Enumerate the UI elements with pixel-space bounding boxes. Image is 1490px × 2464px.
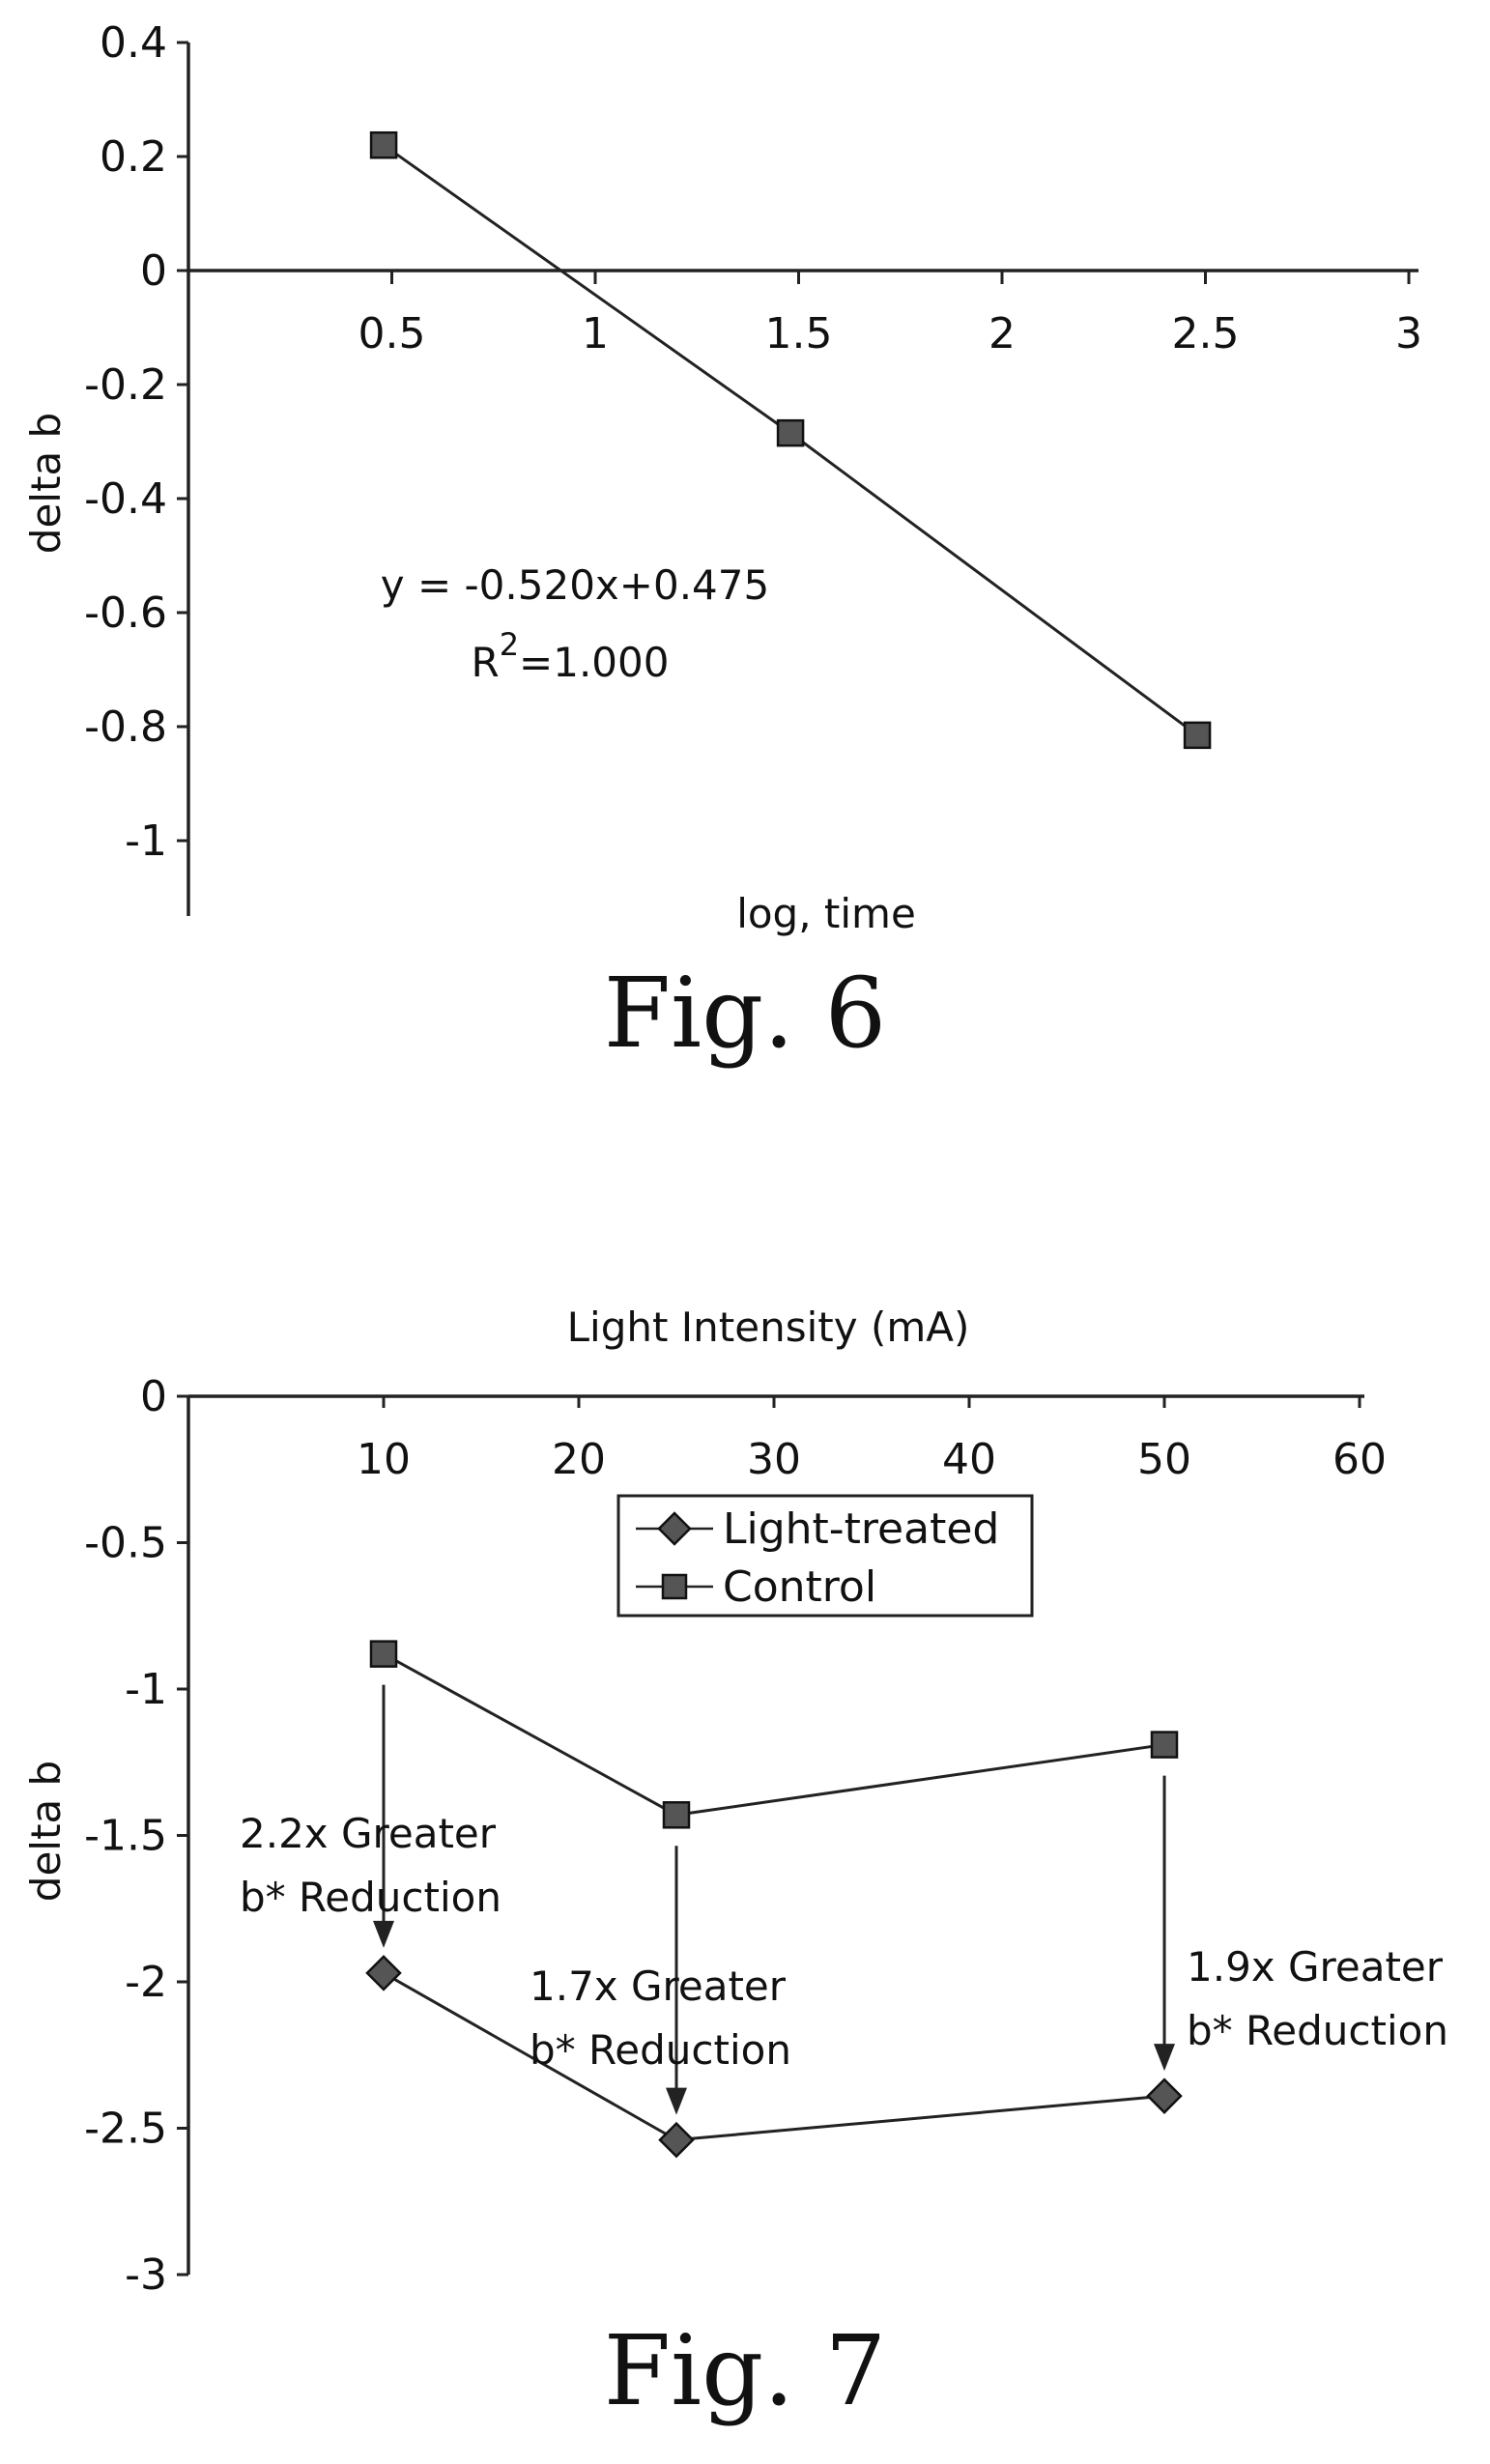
fig7-y-tick-label: -2.5 <box>84 2105 167 2154</box>
legend-marker-square <box>661 1573 688 1600</box>
fig6-y-tick-label: -0.4 <box>84 474 167 524</box>
fig7-x-tick-label: 30 <box>747 1435 801 1484</box>
fig6-x-tick-label: 0.5 <box>358 309 426 358</box>
fig7-y-axis-label: delta b <box>22 1761 70 1902</box>
fig6-y-tick-label: -1 <box>125 817 167 866</box>
down-arrow-head <box>1154 2044 1175 2072</box>
fig6-y-tick-label: -0.2 <box>84 360 167 410</box>
annotation-line1: 2.2x Greater <box>240 1810 497 1857</box>
fig7-axes: 0 -0.5 -1 -1.5 -2 -2.5 -3 10 20 30 40 50 60 <box>84 1372 1387 2300</box>
fig7-legend-box <box>616 1494 1034 1618</box>
fig7-x-tick-label: 50 <box>1137 1435 1191 1484</box>
legend-item-light-treated: Light-treated <box>636 1504 999 1554</box>
fig6-x-axis-label: log, time <box>736 890 916 937</box>
fig6-y-tick-label: -0.8 <box>84 702 167 752</box>
control-data-point <box>662 1801 691 1829</box>
fig6-x-tick-label: 1.5 <box>765 309 833 358</box>
light-treated-data-point <box>365 1955 402 1991</box>
fig7-y-tick-label: 0 <box>140 1372 167 1421</box>
fig6-x-tick-label: 1 <box>582 309 609 358</box>
fig6-y-tick-label: 0.2 <box>100 132 167 182</box>
fig7-caption: Fig. 7 <box>603 2314 887 2427</box>
fig6-x-tick-label: 2.5 <box>1172 309 1240 358</box>
annotation-line2: b* Reduction <box>240 1874 501 1921</box>
fig7-x-tick-label: 60 <box>1332 1435 1387 1484</box>
legend-marker-diamond <box>657 1511 692 1546</box>
control-data-point <box>369 1640 398 1668</box>
fig6-data-point <box>369 130 398 159</box>
fig7-y-tick-label: -3 <box>125 2250 167 2300</box>
fig6-y-tick-label: 0.4 <box>100 18 167 68</box>
fig6-caption: Fig. 6 <box>603 957 887 1070</box>
fig7-x-tick-label: 20 <box>552 1435 606 1484</box>
light-treated-data-point <box>658 2121 695 2159</box>
fig7-chart: Light Intensity (mA) 0 -0.5 -1 -1.5 -2 -2.5 -3… <box>22 1304 1448 2300</box>
fig7-y-tick-label: -1 <box>125 1665 167 1714</box>
fig6-data-point <box>776 418 805 447</box>
fig7-y-tick-label: -1.5 <box>84 1812 167 1861</box>
fig6-axes: 0.4 0.2 0 -0.2 -0.4 -0.6 -0.8 -1 0.5 1 1.5 2 2.5 3 <box>84 18 1422 916</box>
annotation-line1: 1.7x Greater <box>530 1963 787 2010</box>
fig6-data-point <box>1183 721 1212 750</box>
fig6-trendline-equation: y = -0.520x+0.475 <box>381 561 769 609</box>
control-series-line <box>383 1652 1165 1817</box>
fig7-arrows <box>373 1684 1175 2115</box>
fig7-y-tick-label: -2 <box>125 1958 167 2007</box>
down-arrow-head <box>373 1920 394 1948</box>
annotation-line1: 1.9x Greater <box>1187 1943 1444 1991</box>
fig6-r2-prefix: R <box>472 639 500 686</box>
fig7-annotations: 2.2x Greater b* Reduction 1.7x Greater b* R… <box>240 1810 1448 2074</box>
fig6-chart: 0.4 0.2 0 -0.2 -0.4 -0.6 -0.8 -1 0.5 1 1.5 2 2.5 3 lo… <box>22 18 1422 937</box>
legend-label-light-treated: Light-treated <box>723 1504 999 1554</box>
fig6-y-tick-label: 0 <box>140 246 167 296</box>
fig7-legend: Light-treated Control <box>616 1494 1034 1618</box>
fig6-r-squared: R2=1.000 <box>472 626 670 686</box>
fig7-chart-title: Light Intensity (mA) <box>567 1304 970 1351</box>
fig7-x-tick-label: 10 <box>357 1435 411 1484</box>
fig6-y-axis-label: delta b <box>22 413 70 554</box>
light-treated-data-point <box>1146 2077 1183 2114</box>
fig6-r2-superscript: 2 <box>500 626 519 663</box>
fig7-y-tick-label: -0.5 <box>84 1519 167 1568</box>
annotation-line2: b* Reduction <box>530 2026 791 2074</box>
fig6-x-tick-label: 3 <box>1395 309 1422 358</box>
down-arrow-head <box>666 2087 687 2115</box>
fig6-series <box>369 130 1212 750</box>
fig6-y-tick-label: -0.6 <box>84 588 167 638</box>
fig6-x-tick-label: 2 <box>989 309 1016 358</box>
legend-label-control: Control <box>723 1562 876 1612</box>
annotation-line2: b* Reduction <box>1187 2007 1448 2054</box>
fig7-series <box>365 1640 1183 2159</box>
control-data-point <box>1150 1731 1179 1759</box>
legend-item-control: Control <box>636 1562 876 1612</box>
fig6-r2-value: =1.000 <box>519 639 669 686</box>
fig7-x-tick-label: 40 <box>942 1435 996 1484</box>
